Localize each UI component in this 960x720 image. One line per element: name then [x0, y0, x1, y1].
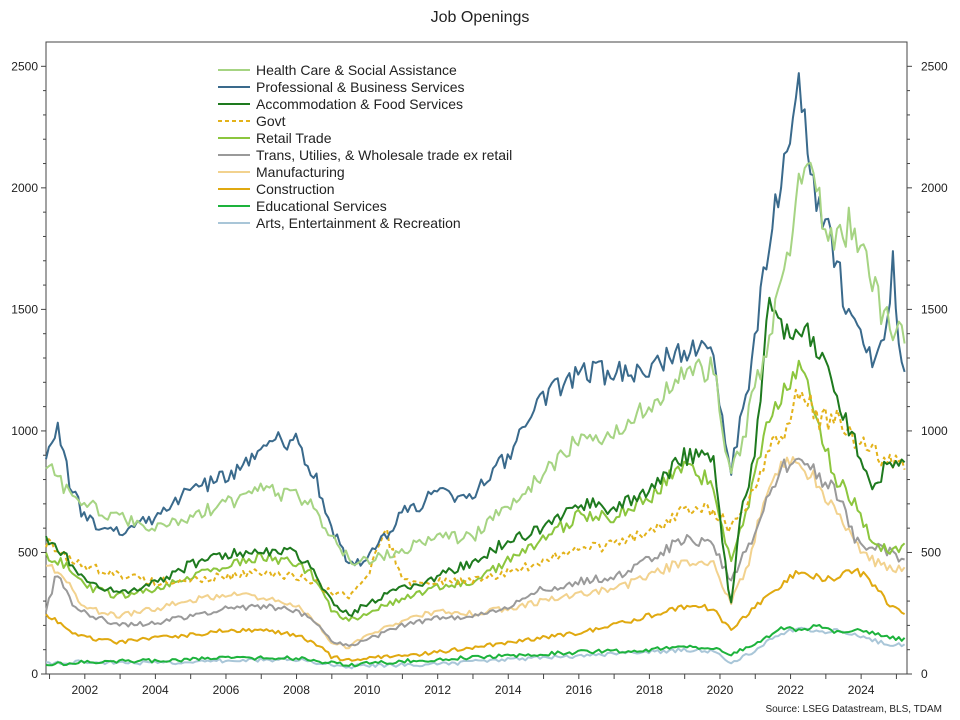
y-tick-label-left: 1000: [11, 424, 38, 438]
legend: Health Care & Social AssistanceProfessio…: [218, 62, 512, 231]
y-tick-label-right: 1000: [921, 424, 948, 438]
series-line-construction: [45, 567, 906, 662]
legend-label-trans-utilies-wholesale-trade-ex-retail: Trans, Utilies, & Wholesale trade ex ret…: [256, 147, 512, 163]
legend-label-govt: Govt: [256, 113, 286, 129]
series-line-health-care-social-assistance: [45, 161, 906, 566]
x-tick-label: 2006: [213, 683, 240, 697]
y-tick-label-right: 1500: [921, 302, 948, 316]
y-tick-label-left: 2500: [11, 59, 38, 73]
y-tick-label-right: 2500: [921, 59, 948, 73]
legend-label-health-care-social-assistance: Health Care & Social Assistance: [256, 62, 457, 78]
legend-label-educational-services: Educational Services: [256, 198, 387, 214]
x-tick-label: 2016: [565, 683, 592, 697]
series-line-accommodation-food-services: [45, 296, 906, 617]
series-line-professional-business-services: [45, 72, 906, 567]
y-tick-label-right: 500: [921, 545, 941, 559]
legend-label-arts-entertainment-recreation: Arts, Entertainment & Recreation: [256, 215, 461, 231]
x-tick-label: 2004: [142, 683, 169, 697]
y-tick-label-right: 2000: [921, 181, 948, 195]
chart-title: Job Openings: [431, 9, 530, 26]
series-line-educational-services: [45, 624, 906, 668]
y-tick-label-right: 0: [921, 667, 928, 681]
x-tick-label: 2008: [283, 683, 310, 697]
legend-label-construction: Construction: [256, 181, 335, 197]
axis-layer: 0 0 500 500 1000 1000 1500 1500 2000 2000 2500 2500…: [11, 59, 948, 697]
x-tick-label: 2010: [354, 683, 381, 697]
x-tick-label: 2024: [848, 683, 875, 697]
y-tick-label-left: 500: [18, 545, 38, 559]
series-line-trans-utilies-wholesale-trade-ex-retail: [45, 457, 905, 647]
x-tick-label: 2012: [424, 683, 451, 697]
series-line-retail-trade: [45, 359, 906, 622]
x-tick-label: 2018: [636, 683, 663, 697]
legend-label-professional-business-services: Professional & Business Services: [256, 79, 465, 95]
series-line-arts-entertainment-recreation: [45, 626, 906, 670]
source-note: Source: LSEG Datastream, BLS, TDAM: [765, 704, 942, 715]
x-tick-label: 2020: [707, 683, 734, 697]
legend-label-manufacturing: Manufacturing: [256, 164, 345, 180]
y-tick-label-left: 0: [31, 667, 38, 681]
y-tick-label-left: 1500: [11, 302, 38, 316]
series-line-govt: [45, 388, 906, 600]
x-tick-label: 2002: [71, 683, 98, 697]
legend-label-accommodation-food-services: Accommodation & Food Services: [256, 96, 463, 112]
x-tick-label: 2022: [777, 683, 804, 697]
y-tick-label-left: 2000: [11, 181, 38, 195]
series-layer: [45, 72, 906, 670]
x-tick-label: 2014: [495, 683, 522, 697]
legend-label-retail-trade: Retail Trade: [256, 130, 332, 146]
